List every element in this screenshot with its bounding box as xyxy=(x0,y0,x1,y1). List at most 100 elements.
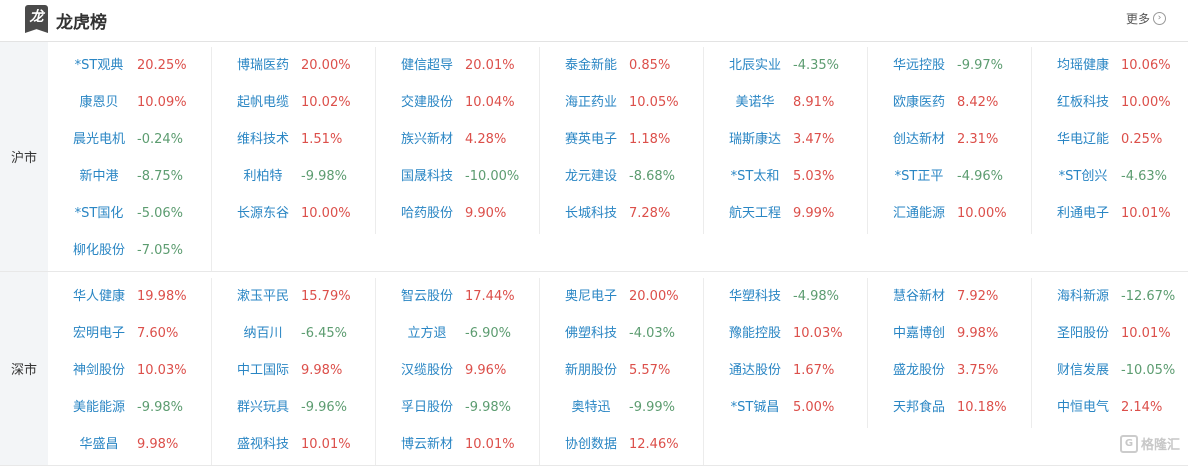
stock-item[interactable]: 奥特迅 -9.99% xyxy=(540,389,703,426)
stock-name-link[interactable]: 华盛昌 xyxy=(79,437,119,452)
stock-item[interactable]: 群兴玩具 -9.96% xyxy=(212,389,375,426)
stock-item[interactable]: 盛视科技 10.01% xyxy=(212,426,375,463)
stock-name-link[interactable]: 北辰实业 xyxy=(728,58,781,73)
stock-name-link[interactable]: 中工国际 xyxy=(236,363,289,378)
stock-item[interactable]: 龙元建设 -8.68% xyxy=(540,158,703,195)
stock-name-link[interactable]: 利柏特 xyxy=(243,169,283,184)
stock-name-link[interactable]: 佛塑科技 xyxy=(564,326,617,341)
stock-item[interactable]: 泰金新能 0.85% xyxy=(540,47,703,84)
stock-item[interactable]: 起帆电缆 10.02% xyxy=(212,84,375,121)
stock-name-link[interactable]: 漱玉平民 xyxy=(236,289,289,304)
stock-item[interactable]: 华远控股 -9.97% xyxy=(868,47,1031,84)
stock-item[interactable]: 航天工程 9.99% xyxy=(704,195,867,232)
stock-name-link[interactable]: 维科技术 xyxy=(236,132,289,147)
stock-item[interactable]: 豫能控股 10.03% xyxy=(704,315,867,352)
stock-name-link[interactable]: 华电辽能 xyxy=(1056,132,1109,147)
stock-item[interactable]: 慧谷新材 7.92% xyxy=(868,278,1031,315)
stock-item[interactable]: *ST观典 20.25% xyxy=(48,47,211,84)
stock-item[interactable]: 健信超导 20.01% xyxy=(376,47,539,84)
stock-item[interactable]: 红板科技 10.00% xyxy=(1032,84,1186,121)
stock-item[interactable]: *ST国化 -5.06% xyxy=(48,195,211,232)
stock-item[interactable]: 欧康医药 8.42% xyxy=(868,84,1031,121)
stock-item[interactable]: 博云新材 10.01% xyxy=(376,426,539,463)
stock-item[interactable]: 利通电子 10.01% xyxy=(1032,195,1186,232)
stock-item[interactable]: 新中港 -8.75% xyxy=(48,158,211,195)
stock-item[interactable]: 华电辽能 0.25% xyxy=(1032,121,1186,158)
stock-name-link[interactable]: 天邦食品 xyxy=(892,400,945,415)
stock-item[interactable]: 美能能源 -9.98% xyxy=(48,389,211,426)
stock-item[interactable]: 纳百川 -6.45% xyxy=(212,315,375,352)
stock-item[interactable]: 族兴新材 4.28% xyxy=(376,121,539,158)
stock-name-link[interactable]: 海正药业 xyxy=(564,95,617,110)
stock-item[interactable]: 漱玉平民 15.79% xyxy=(212,278,375,315)
stock-name-link[interactable]: 新中港 xyxy=(79,169,119,184)
stock-item[interactable]: *ST正平 -4.96% xyxy=(868,158,1031,195)
stock-item[interactable]: 利柏特 -9.98% xyxy=(212,158,375,195)
stock-item[interactable]: 新朋股份 5.57% xyxy=(540,352,703,389)
stock-name-link[interactable]: 交建股份 xyxy=(400,95,453,110)
stock-item[interactable]: 宏明电子 7.60% xyxy=(48,315,211,352)
stock-name-link[interactable]: 均瑶健康 xyxy=(1056,58,1109,73)
stock-item[interactable]: 赛英电子 1.18% xyxy=(540,121,703,158)
stock-name-link[interactable]: 盛龙股份 xyxy=(892,363,945,378)
stock-item[interactable]: 中工国际 9.98% xyxy=(212,352,375,389)
stock-name-link[interactable]: *ST铖昌 xyxy=(730,400,780,415)
stock-item[interactable]: 天邦食品 10.18% xyxy=(868,389,1031,426)
stock-name-link[interactable]: 新朋股份 xyxy=(564,363,617,378)
stock-item[interactable]: 神剑股份 10.03% xyxy=(48,352,211,389)
stock-item[interactable]: 中恒电气 2.14% xyxy=(1032,389,1186,426)
stock-item[interactable]: 佛塑科技 -4.03% xyxy=(540,315,703,352)
stock-name-link[interactable]: 纳百川 xyxy=(243,326,283,341)
stock-name-link[interactable]: 华远控股 xyxy=(892,58,945,73)
stock-name-link[interactable]: 中恒电气 xyxy=(1056,400,1109,415)
stock-name-link[interactable]: 汇通能源 xyxy=(892,206,945,221)
stock-name-link[interactable]: 晨光电机 xyxy=(72,132,125,147)
stock-item[interactable]: 康恩贝 10.09% xyxy=(48,84,211,121)
stock-name-link[interactable]: *ST创兴 xyxy=(1058,169,1108,184)
stock-name-link[interactable]: 豫能控股 xyxy=(728,326,781,341)
stock-item[interactable]: 柳化股份 -7.05% xyxy=(48,232,211,269)
stock-name-link[interactable]: *ST正平 xyxy=(894,169,944,184)
stock-name-link[interactable]: 利通电子 xyxy=(1056,206,1109,221)
stock-name-link[interactable]: 中嘉博创 xyxy=(892,326,945,341)
stock-name-link[interactable]: 汉缆股份 xyxy=(400,363,453,378)
stock-item[interactable]: *ST铖昌 5.00% xyxy=(704,389,867,426)
stock-name-link[interactable]: 美诺华 xyxy=(735,95,775,110)
stock-name-link[interactable]: 立方退 xyxy=(407,326,447,341)
stock-item[interactable]: 博瑞医药 20.00% xyxy=(212,47,375,84)
stock-name-link[interactable]: 奥尼电子 xyxy=(564,289,617,304)
stock-name-link[interactable]: 孚日股份 xyxy=(400,400,453,415)
stock-item[interactable]: 协创数据 12.46% xyxy=(540,426,703,463)
stock-item[interactable]: 华人健康 19.98% xyxy=(48,278,211,315)
stock-item[interactable]: 汉缆股份 9.96% xyxy=(376,352,539,389)
stock-item[interactable]: *ST太和 5.03% xyxy=(704,158,867,195)
stock-item[interactable]: 长城科技 7.28% xyxy=(540,195,703,232)
stock-name-link[interactable]: 盛视科技 xyxy=(236,437,289,452)
stock-name-link[interactable]: 美能能源 xyxy=(72,400,125,415)
stock-item[interactable]: 立方退 -6.90% xyxy=(376,315,539,352)
stock-item[interactable]: 华盛昌 9.98% xyxy=(48,426,211,463)
stock-item[interactable]: 奥尼电子 20.00% xyxy=(540,278,703,315)
stock-item[interactable]: 哈药股份 9.90% xyxy=(376,195,539,232)
stock-item[interactable]: 长源东谷 10.00% xyxy=(212,195,375,232)
stock-item[interactable]: 华塑科技 -4.98% xyxy=(704,278,867,315)
stock-name-link[interactable]: 国晟科技 xyxy=(400,169,453,184)
stock-item[interactable]: 均瑶健康 10.06% xyxy=(1032,47,1186,84)
stock-item[interactable]: 汇通能源 10.00% xyxy=(868,195,1031,232)
stock-name-link[interactable]: 慧谷新材 xyxy=(892,289,945,304)
stock-item[interactable]: 创达新材 2.31% xyxy=(868,121,1031,158)
stock-item[interactable]: 美诺华 8.91% xyxy=(704,84,867,121)
stock-item[interactable]: 通达股份 1.67% xyxy=(704,352,867,389)
stock-name-link[interactable]: 航天工程 xyxy=(728,206,781,221)
stock-item[interactable]: 晨光电机 -0.24% xyxy=(48,121,211,158)
stock-name-link[interactable]: 创达新材 xyxy=(892,132,945,147)
stock-name-link[interactable]: 健信超导 xyxy=(400,58,453,73)
stock-name-link[interactable]: 圣阳股份 xyxy=(1056,326,1109,341)
stock-name-link[interactable]: 长源东谷 xyxy=(236,206,289,221)
stock-name-link[interactable]: *ST太和 xyxy=(730,169,780,184)
stock-name-link[interactable]: 长城科技 xyxy=(564,206,617,221)
stock-name-link[interactable]: 哈药股份 xyxy=(400,206,453,221)
stock-item[interactable]: 海科新源 -12.67% xyxy=(1032,278,1186,315)
stock-item[interactable]: 维科技术 1.51% xyxy=(212,121,375,158)
stock-item[interactable]: 瑞斯康达 3.47% xyxy=(704,121,867,158)
